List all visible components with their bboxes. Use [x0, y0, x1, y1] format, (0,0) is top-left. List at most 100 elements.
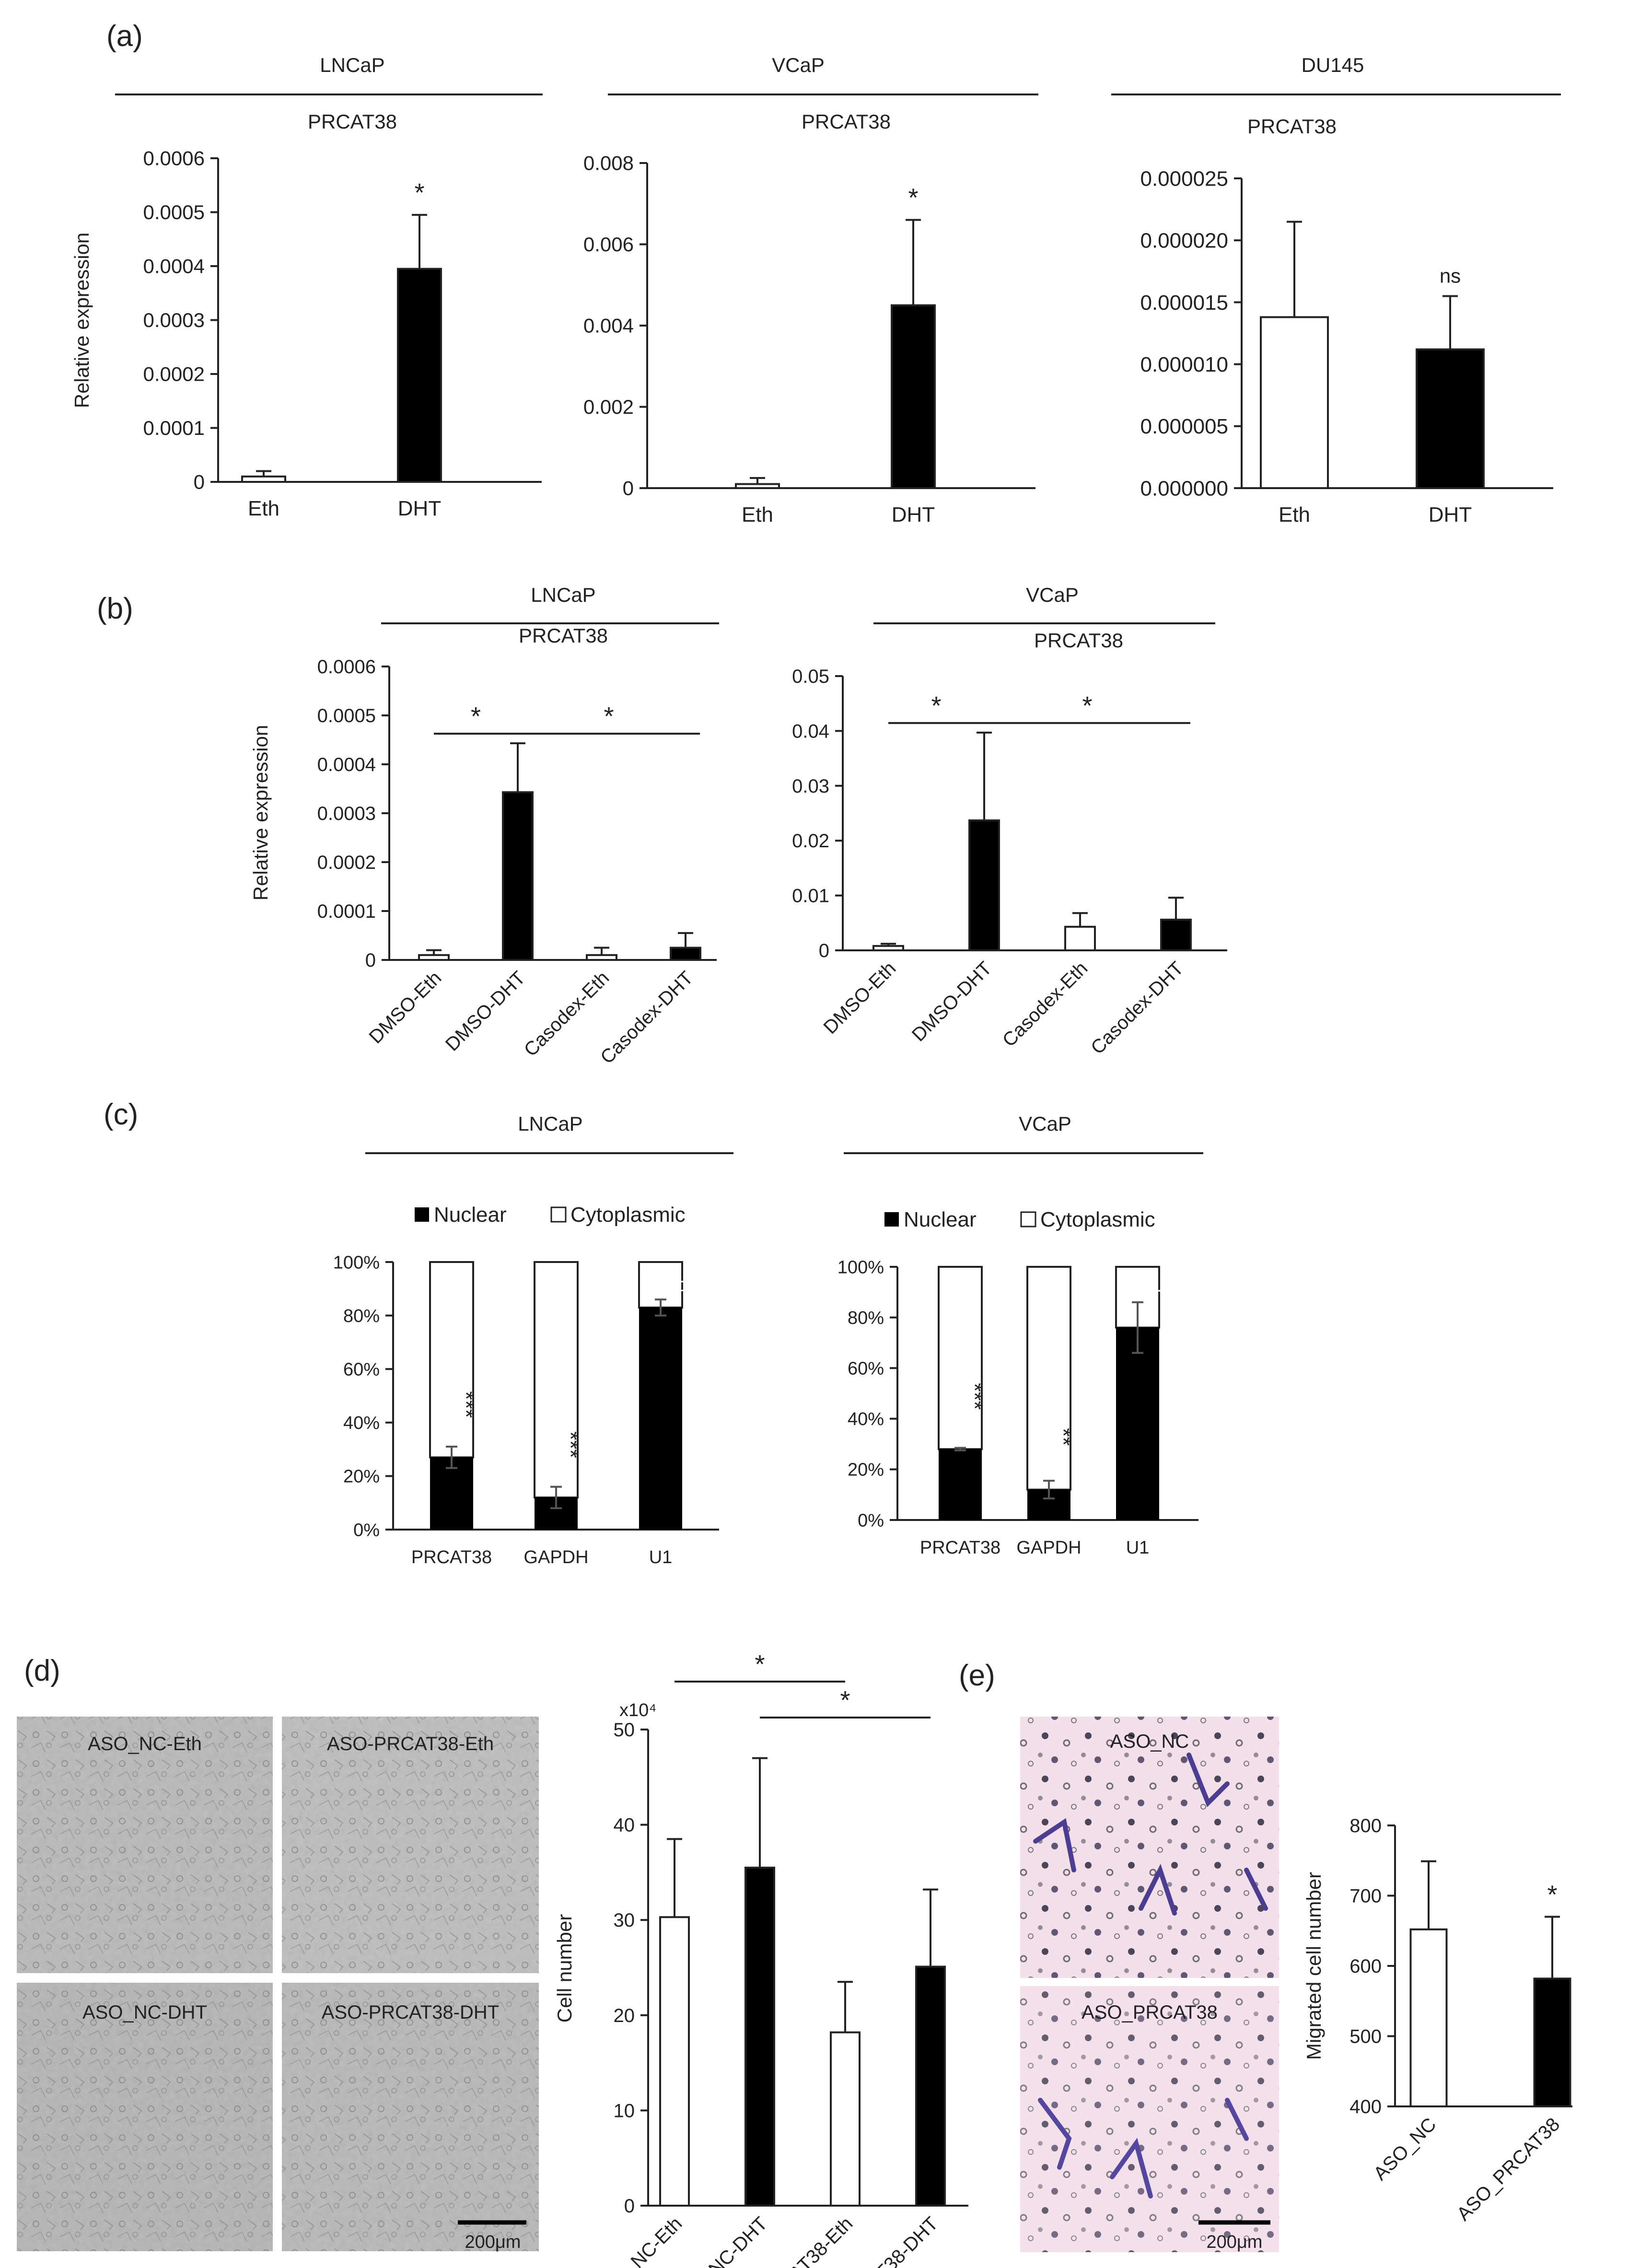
gene-label: PRCAT38 — [519, 624, 608, 647]
legend-swatch-nuclear — [884, 1212, 899, 1227]
significance-label: * — [1082, 691, 1092, 720]
bar-nuclear — [939, 1449, 982, 1520]
bar-nuclear — [430, 1457, 473, 1530]
y-tick-label: 0.0001 — [143, 417, 205, 439]
chart-c1: 0% 20% 40% 60% 80% 100% Nuclear Cytoplasmic *** P… — [333, 1203, 719, 1567]
y-tick-label: 400 — [1349, 2096, 1382, 2117]
chart-a2: 0 0.002 0.004 0.006 0.008 Eth * DHT — [583, 152, 1035, 526]
x-tick-label: Casodex-DHT — [1087, 958, 1187, 1058]
bar-cytoplasmic — [938, 1266, 983, 1450]
y-tick-label: 700 — [1349, 1886, 1382, 1907]
significance-label: *** — [453, 1391, 478, 1418]
transwell-grid-e: ASO_NC ASO_PRCAT38 200μm — [1020, 1717, 1279, 2252]
x-tick-label: Eth — [248, 497, 279, 520]
bar — [586, 954, 617, 961]
panel-label-c: (c) — [104, 1098, 138, 1131]
y-axis-label: Migrated cell number — [1303, 1872, 1325, 2060]
y-tick-label: 0.000020 — [1140, 229, 1228, 253]
panel-label-b: (b) — [97, 592, 133, 625]
significance-label: *** — [558, 1431, 583, 1458]
header-c1: LNCaP — [365, 1112, 733, 1154]
transwell-aso-nc: ASO_NC — [1020, 1717, 1279, 1978]
transwell-label: ASO_NC — [1110, 1731, 1189, 1752]
y-tick-label: 100% — [333, 1252, 380, 1273]
y-tick-label: 40 — [614, 1815, 635, 1836]
x-tick-label: Eth — [742, 503, 773, 526]
y-tick-label: 0.04 — [792, 721, 829, 742]
significance-label: ** — [1050, 1428, 1076, 1446]
bar — [1533, 1977, 1571, 2108]
y-tick-label: 0 — [365, 950, 376, 971]
legend-swatch-nuclear — [415, 1207, 429, 1222]
transwell-aso-prcat38: ASO_PRCAT38 200μm — [1020, 1986, 1279, 2252]
micrograph-nc-dht: ASO_NC-DHT — [17, 1983, 273, 2251]
x-tick-label: Casodex-Eth — [520, 967, 614, 1061]
gene-label: PRCAT38 — [1247, 115, 1337, 138]
bar — [1160, 918, 1192, 952]
scale-bar-label: 200μm — [1207, 2232, 1263, 2252]
cell-line-label: LNCaP — [518, 1112, 582, 1135]
y-axis-label: Relative expression — [249, 725, 272, 901]
y-tick-label: 0.0006 — [317, 656, 376, 678]
micrograph-label: ASO_NC-Eth — [88, 1733, 202, 1754]
x-tick-label: DMSO-Eth — [820, 958, 900, 1038]
legend-label-nuclear: Nuclear — [904, 1208, 977, 1231]
bar-cytoplasmic — [534, 1261, 579, 1499]
cell-line-label: DU145 — [1302, 54, 1364, 76]
y-tick-label: 30 — [614, 1910, 635, 1931]
chart-a3: 0.000000 0.000005 0.000010 0.000015 0.000020… — [1140, 167, 1553, 526]
panel-label-a: (a) — [106, 20, 143, 53]
cell-line-label: LNCaP — [320, 54, 384, 76]
x-tick-label: U1 — [1126, 1538, 1150, 1558]
header-a1: LNCaP PRCAT38 — [115, 54, 543, 133]
y-tick-label: 0% — [353, 1520, 380, 1540]
bar-nuclear — [1116, 1327, 1159, 1520]
legend-swatch-cytoplasmic — [1020, 1211, 1036, 1228]
y-tick-label: 0.0002 — [317, 852, 376, 873]
x-tick-label: NC-DHT — [705, 2213, 772, 2268]
y-tick-label: 0.0004 — [143, 255, 205, 278]
x-tick-label: DMSO-DHT — [908, 958, 996, 1046]
panel-label-d: (d) — [24, 1654, 60, 1687]
x-tick-label: DHT — [892, 503, 935, 526]
legend-swatch-cytoplasmic — [550, 1206, 567, 1223]
bar — [241, 475, 286, 483]
x-tick-label: GAPDH — [523, 1547, 588, 1567]
y-tick-label: 0 — [194, 471, 205, 493]
x-tick-label: DMSO-Eth — [365, 967, 446, 1048]
y-tick-label: 60% — [343, 1360, 380, 1380]
y-tick-label: 80% — [848, 1308, 884, 1328]
bar — [670, 947, 701, 961]
y-tick-label: 0.0005 — [143, 201, 205, 223]
y-tick-label: 0.0003 — [317, 803, 376, 824]
y-tick-label: 0.0006 — [143, 147, 205, 170]
y-tick-label: 40% — [343, 1413, 380, 1433]
x-tick-label: DHT — [398, 497, 441, 520]
y-unit-label: x10⁴ — [619, 1700, 657, 1720]
micrograph-prcat38-dht: ASO-PRCAT38-DHT 200μm — [282, 1983, 539, 2252]
y-tick-label: 800 — [1349, 1815, 1382, 1836]
y-tick-label: 0.000010 — [1140, 353, 1228, 376]
scale-bar-label: 200μm — [465, 2232, 521, 2252]
bar — [915, 1965, 946, 2207]
cell-line-label: LNCaP — [531, 584, 595, 606]
legend-label-nuclear: Nuclear — [434, 1203, 507, 1227]
bar-cytoplasmic — [429, 1261, 474, 1459]
micrograph-label: ASO-PRCAT38-DHT — [322, 2002, 499, 2023]
bar — [397, 268, 442, 483]
x-tick-label: PRCAT38 — [411, 1547, 492, 1567]
gene-label: PRCAT38 — [308, 110, 397, 133]
bar — [1260, 316, 1329, 490]
significance-label: ** — [662, 1277, 687, 1295]
x-tick-label: Eth — [1279, 503, 1310, 526]
micrograph-label: ASO-PRCAT38-Eth — [327, 1733, 494, 1754]
y-tick-label: 20 — [614, 2005, 635, 2026]
y-tick-label: 0 — [624, 2196, 635, 2217]
y-tick-label: 0.006 — [583, 233, 634, 256]
y-tick-label: 0.0005 — [317, 705, 376, 726]
bar — [659, 1916, 690, 2207]
cell-line-label: VCaP — [1019, 1112, 1071, 1135]
header-a2: VCaP PRCAT38 — [608, 54, 1038, 133]
gene-label: PRCAT38 — [802, 110, 891, 133]
